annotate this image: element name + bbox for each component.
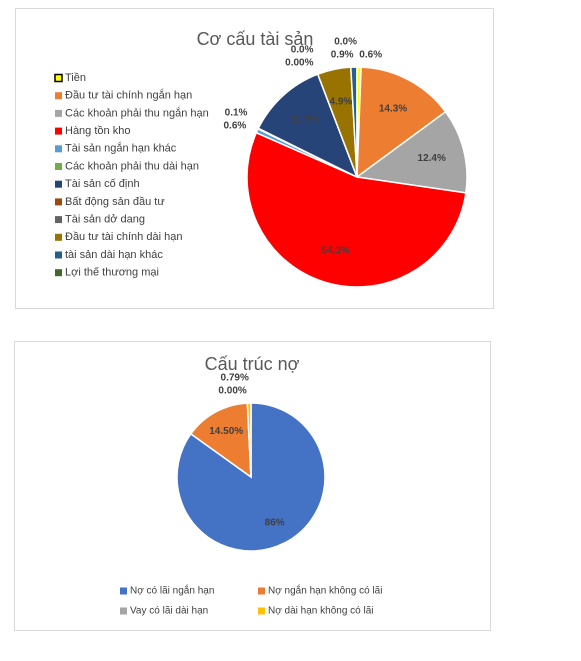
data-label: 0.6% (223, 120, 246, 131)
legend-label: Đầu tư tài chính dài hạn (65, 231, 182, 243)
pie-slice (189, 402, 252, 479)
legend-label: Nợ dài hạn không có lãi (268, 606, 374, 617)
legend-label: Bất động sản đầu tư (65, 196, 165, 208)
legend-marker (55, 180, 62, 188)
pie-slice (356, 66, 447, 179)
pie-slice (257, 73, 359, 179)
data-label: 0.0% (334, 37, 357, 48)
data-label: 86% (265, 518, 285, 529)
legend-label: Lợi thế thương mại (65, 267, 159, 279)
data-label: 0.0% (291, 45, 314, 56)
legend-marker (55, 233, 62, 241)
legend-label: Nợ ngắn hạn không có lãi (268, 584, 382, 597)
legend-label: tài sản dài hạn khác (65, 249, 163, 261)
legend-label: Đầu tư tài chính ngắn hạn (65, 89, 192, 102)
legend-marker (55, 251, 62, 259)
legend-marker (55, 163, 62, 170)
data-label: 0.79% (221, 373, 249, 384)
legend-marker (120, 607, 127, 615)
data-label: 12.4% (418, 153, 446, 164)
legend-marker (55, 92, 62, 100)
data-label: 14.50% (209, 426, 243, 437)
pie-slice (246, 131, 467, 288)
legend-label: Tài sản cố định (65, 178, 140, 190)
data-label: 11.9% (291, 115, 319, 126)
legend-label: Tài sản dở dang (65, 214, 145, 226)
chart-title: Cơ cấu tài sản (197, 29, 314, 49)
legend-marker (120, 587, 127, 595)
data-label: 0.1% (225, 107, 248, 118)
data-label: 0.00% (218, 386, 246, 397)
legend-marker (258, 587, 265, 595)
legend-label: Tài sản ngắn hạn khác (65, 142, 177, 155)
legend-marker (54, 73, 63, 83)
data-label: 0.00% (285, 58, 313, 69)
legend-label: Tiền (65, 72, 86, 84)
legend-label: Các khoản phải thu dài hạn (65, 160, 199, 172)
data-label: 0.6% (359, 50, 382, 61)
legend-label: Hàng tồn kho (65, 125, 130, 137)
data-label: 4.9% (330, 96, 353, 107)
pie-slice (246, 402, 252, 478)
chart-title: Cấu trúc nợ (205, 354, 300, 374)
legend-label: Các khoản phải thu ngắn hạn (65, 106, 209, 119)
legend-label: Vay có lãi dài hạn (130, 606, 208, 617)
data-label: 0.9% (331, 50, 354, 61)
legend-marker (55, 145, 62, 153)
legend-marker (55, 109, 62, 117)
legend-marker (258, 607, 265, 615)
legend-marker (55, 127, 62, 135)
data-label: 14.3% (379, 104, 407, 115)
legend-marker (55, 269, 62, 277)
data-label: 54.3% (322, 246, 350, 257)
legend-label: Nợ có lãi ngắn hạn (130, 584, 214, 597)
pie-slice (355, 110, 468, 194)
legend-marker (55, 198, 62, 206)
legend-marker (55, 216, 62, 224)
